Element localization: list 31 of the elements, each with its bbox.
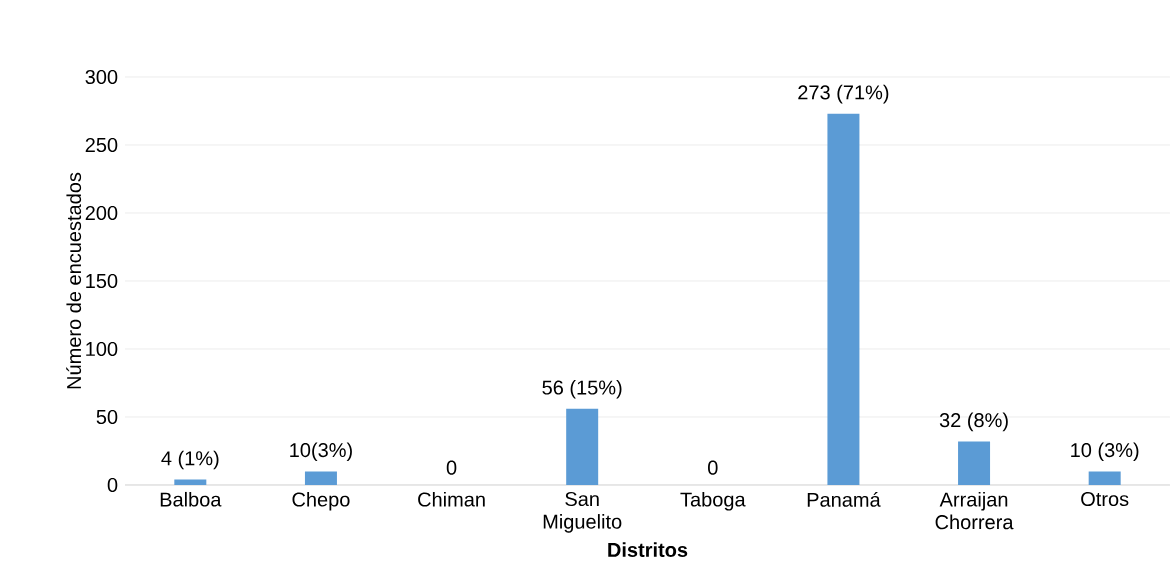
x-tick-label: Chiman — [418, 491, 485, 507]
y-axis-title: Número de encuestados — [66, 172, 82, 389]
y-tick-label: 150 — [86, 273, 118, 289]
x-tick-label: Panamá — [807, 491, 881, 507]
bar — [827, 113, 860, 485]
data-label: 10(3%) — [290, 442, 352, 462]
x-tick-label: San Miguelito — [543, 491, 622, 533]
y-tick-label: 0 — [107, 477, 118, 493]
data-label: 273 (71%) — [798, 84, 889, 104]
x-tick-label: Arraijan Chorrera — [935, 491, 1014, 530]
x-axis-title: Distritos — [608, 542, 688, 557]
data-label: 32 (8%) — [939, 412, 1008, 432]
data-label: 56 (15%) — [542, 379, 622, 399]
bar — [566, 408, 599, 485]
data-label: 0 — [446, 460, 457, 475]
y-tick-label: 50 — [96, 409, 118, 425]
y-tick-label: 200 — [85, 205, 118, 221]
data-label: 10 (3%) — [1071, 442, 1139, 462]
bar — [174, 479, 207, 485]
x-tick-label: Chepo — [292, 491, 350, 511]
data-label: 0 — [708, 460, 718, 475]
data-label: 4 (1%) — [161, 450, 219, 470]
bar — [958, 441, 991, 485]
x-tick-label: Taboga — [680, 491, 746, 511]
bar — [304, 471, 337, 485]
bar — [1088, 471, 1121, 485]
y-tick-label: 300 — [85, 69, 118, 85]
x-tick-label: Balboa — [160, 491, 222, 507]
y-tick-label: 100 — [86, 341, 118, 357]
y-tick-label: 250 — [85, 137, 118, 153]
x-tick-label: Otros — [1081, 491, 1129, 507]
